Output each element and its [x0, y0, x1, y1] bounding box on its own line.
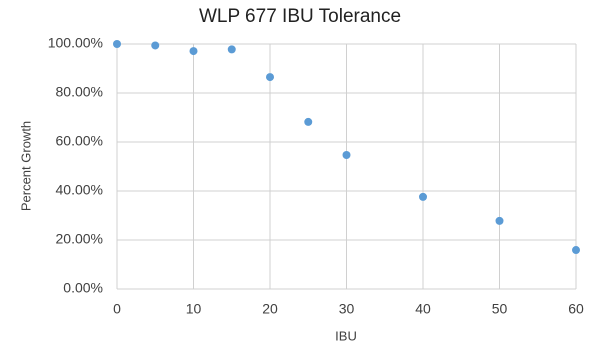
y-tick-label: 60.00%: [56, 133, 103, 149]
y-tick-label: 40.00%: [56, 182, 103, 198]
point: [227, 45, 236, 54]
x-tick-label: 0: [113, 301, 121, 317]
point: [151, 41, 160, 50]
x-tick-label: 10: [186, 301, 202, 317]
y-tick-label: 80.00%: [56, 84, 103, 100]
y-axis-title: Percent Growth: [18, 121, 33, 211]
point: [342, 150, 351, 159]
x-tick-label: 40: [415, 301, 431, 317]
point: [419, 192, 427, 201]
x-tick-label: 20: [262, 301, 278, 317]
point: [304, 117, 313, 126]
x-axis-title: IBU: [335, 328, 357, 343]
y-tick-label: 0.00%: [63, 280, 103, 296]
point: [572, 246, 580, 255]
y-tick-label: 20.00%: [56, 231, 103, 247]
y-tick-label: 100.00%: [48, 35, 103, 51]
x-tick-label: 60: [568, 301, 584, 317]
point: [266, 73, 274, 82]
x-tick-label: 50: [492, 301, 508, 317]
point: [495, 216, 504, 225]
x-tick-label: 30: [339, 301, 355, 317]
point: [189, 47, 198, 56]
point: [113, 40, 121, 48]
chart-title: WLP 677 IBU Tolerance: [199, 6, 401, 27]
